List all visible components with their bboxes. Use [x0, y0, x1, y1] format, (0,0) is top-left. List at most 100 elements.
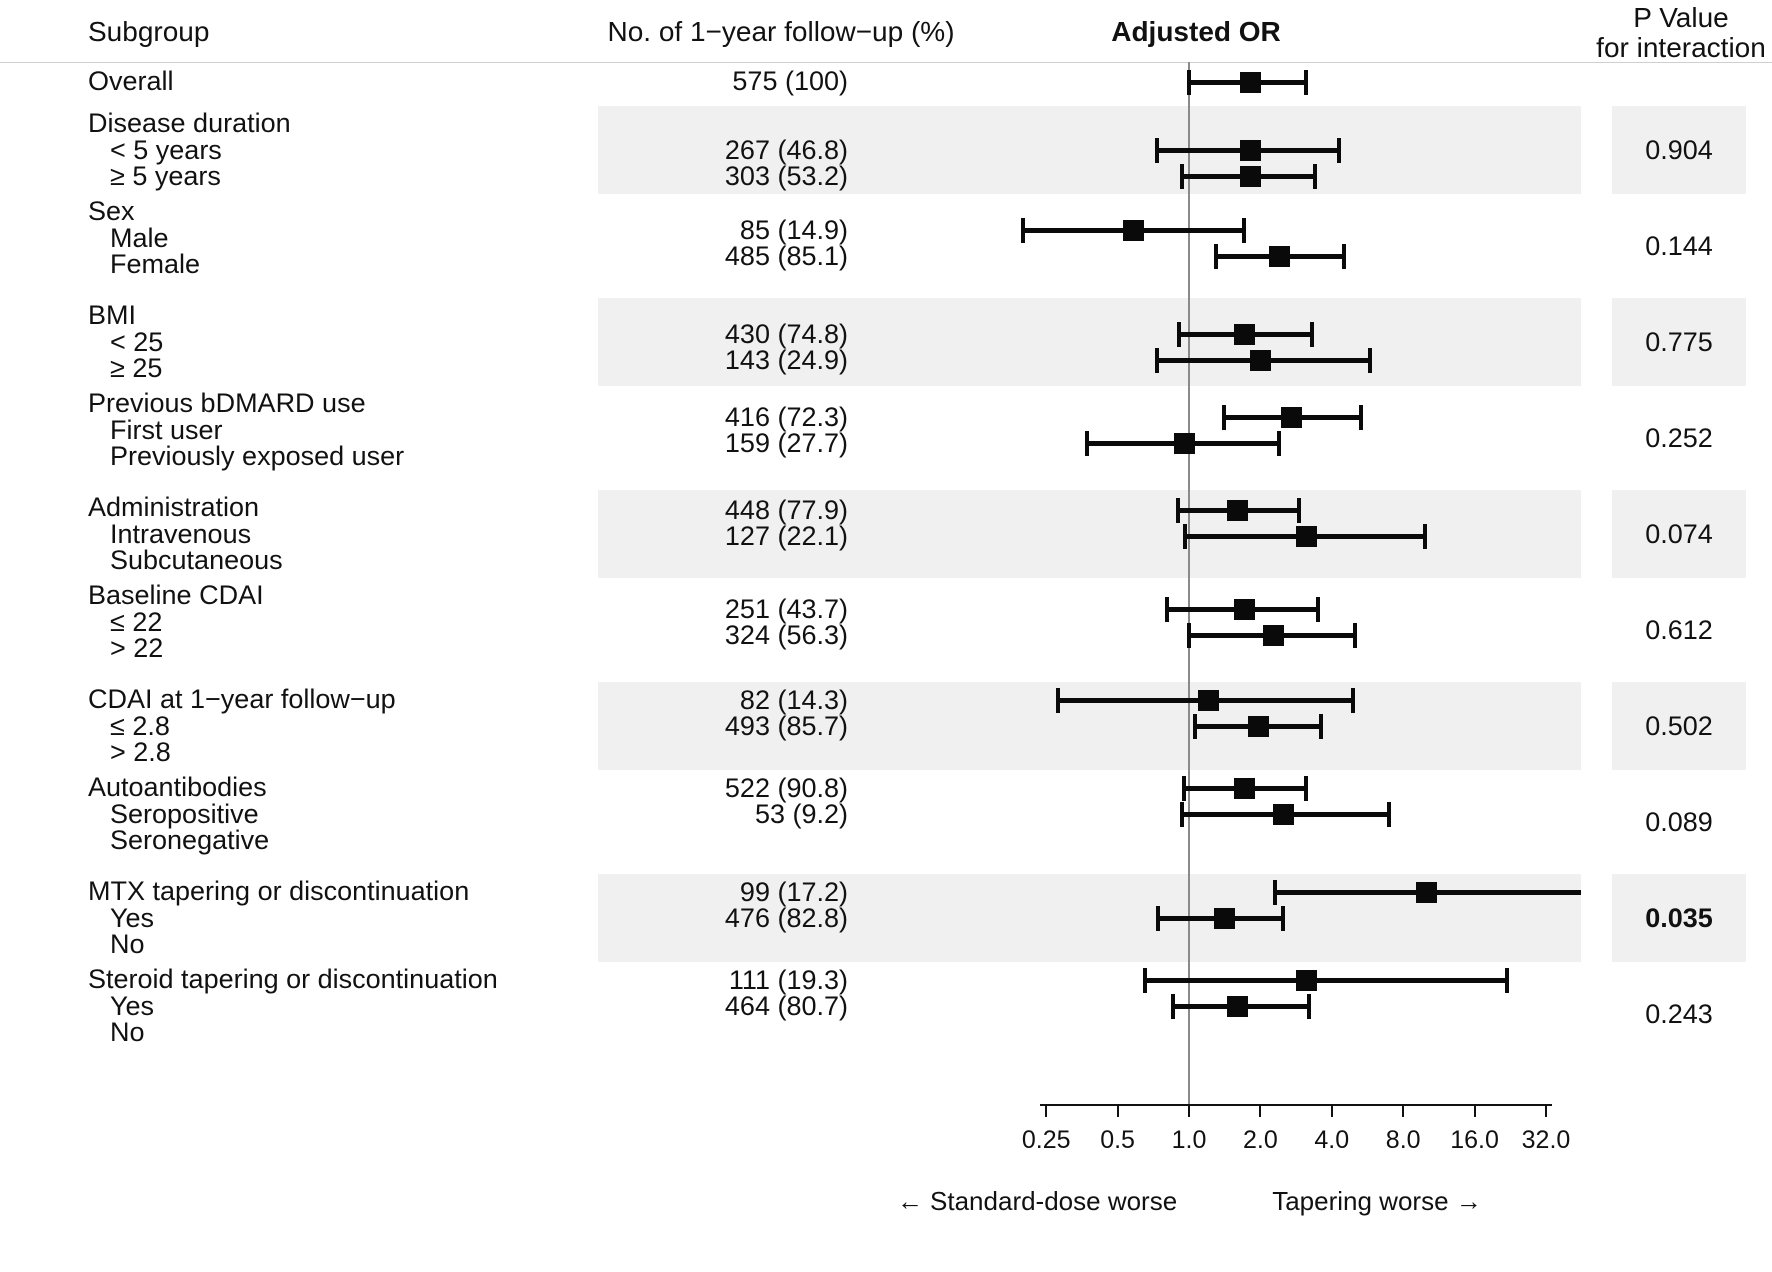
ci-cap-left — [1179, 802, 1184, 827]
subgroup-header-label: MTX tapering or discontinuation — [88, 876, 470, 906]
ci-cap-left — [1021, 218, 1026, 243]
or-point-marker — [1227, 996, 1249, 1017]
x-axis-tick — [1473, 1104, 1476, 1117]
or-point-marker — [1197, 690, 1219, 711]
subgroup-header-label: Baseline CDAI — [88, 580, 264, 610]
subgroup-header-label: Steroid tapering or discontinuation — [88, 964, 498, 994]
n-followup-value: 159 (27.7) — [724, 428, 848, 458]
n-followup-value: 324 (56.3) — [724, 620, 848, 650]
or-point-marker — [1122, 220, 1144, 241]
ci-cap-right — [1241, 218, 1246, 243]
ci-cap-right — [1352, 623, 1357, 648]
n-followup-value: 476 (82.8) — [724, 903, 848, 933]
ci-cap-right — [1309, 322, 1314, 347]
x-axis-tick-label: 0.5 — [1100, 1126, 1135, 1154]
or-point-marker — [1239, 72, 1261, 93]
x-axis-tick-label: 32.0 — [1521, 1126, 1571, 1154]
or-point-marker — [1239, 166, 1261, 187]
subgroup-header-label: BMI — [88, 300, 137, 330]
or-point-marker — [1233, 324, 1255, 345]
column-header-subgroup: Subgroup — [88, 16, 210, 47]
n-followup-value: 485 (85.1) — [724, 241, 848, 271]
ci-cap-right — [1281, 906, 1286, 931]
x-axis-tick — [1259, 1104, 1262, 1117]
group-band-pvalue — [1612, 682, 1746, 770]
x-axis-tick — [1545, 1104, 1547, 1117]
group-band — [598, 682, 1581, 770]
ci-cap-right — [1306, 994, 1311, 1019]
x-axis-tick-label: 0.25 — [1021, 1126, 1071, 1154]
or-point-marker — [1262, 625, 1284, 646]
axis-direction-label-left: ← Standard-dose worse — [896, 1186, 1178, 1216]
subgroup-item-label: No — [110, 929, 145, 959]
or-point-marker — [1273, 804, 1295, 825]
ci-cap-left — [1221, 405, 1226, 430]
x-axis-tick-label: 4.0 — [1314, 1126, 1350, 1154]
group-band — [598, 106, 1581, 194]
x-axis-tick-label: 8.0 — [1385, 1126, 1421, 1154]
ci-cap-left — [1084, 431, 1089, 456]
group-band-pvalue — [1612, 106, 1746, 194]
n-followup-value: 430 (74.8) — [724, 319, 848, 349]
subgroup-item-label: < 5 years — [110, 135, 222, 165]
n-followup-value: 493 (85.7) — [724, 711, 848, 741]
ci-cap-left — [1154, 348, 1159, 373]
ci-cap-right — [1505, 968, 1510, 993]
subgroup-item-label: Subcutaneous — [110, 545, 283, 575]
ci-cap-left — [1181, 776, 1186, 801]
column-header-n-followup: No. of 1−year follow−up (%) — [607, 16, 955, 47]
or-point-marker — [1213, 908, 1235, 929]
subgroup-item-label: ≤ 22 — [110, 607, 163, 637]
column-header-pvalue-line1: P Value — [1633, 2, 1729, 33]
subgroup-header-label: Overall — [88, 66, 174, 96]
ci-cap-right — [1277, 431, 1282, 456]
ci-cap-left — [1142, 968, 1147, 993]
n-followup-value: 575 (100) — [732, 66, 848, 96]
column-header-pvalue-line2: for interaction — [1596, 32, 1766, 63]
n-followup-value: 267 (46.8) — [724, 135, 848, 165]
subgroup-item-label: Yes — [110, 903, 155, 933]
or-point-marker — [1281, 407, 1303, 428]
group-band-pvalue — [1612, 490, 1746, 578]
subgroup-header-label: Administration — [88, 492, 260, 522]
ci-line — [1144, 978, 1508, 983]
x-axis-line — [1040, 1104, 1552, 1106]
subgroup-item-label: < 25 — [110, 327, 164, 357]
or-point-marker — [1239, 140, 1261, 161]
n-followup-value: 416 (72.3) — [724, 402, 848, 432]
subgroup-item-label: Intravenous — [110, 519, 252, 549]
ci-cap-left — [1171, 994, 1176, 1019]
n-followup-value: 143 (24.9) — [724, 345, 848, 375]
group-band — [598, 298, 1581, 386]
n-followup-value: 251 (43.7) — [724, 594, 848, 624]
subgroup-header-label: Autoantibodies — [88, 772, 267, 802]
or-point-marker — [1247, 716, 1269, 737]
n-followup-value: 85 (14.9) — [739, 215, 848, 245]
subgroup-item-label: Previously exposed user — [110, 441, 405, 471]
ci-cap-right — [1296, 498, 1301, 523]
ci-cap-left — [1176, 498, 1181, 523]
ci-cap-right — [1423, 524, 1428, 549]
ci-cap-left — [1177, 322, 1182, 347]
subgroup-header-label: Sex — [88, 196, 135, 226]
axis-direction-label-right: Tapering worse → — [1272, 1186, 1482, 1216]
subgroup-item-label: Yes — [110, 991, 155, 1021]
or-point-marker — [1233, 778, 1255, 799]
or-point-marker — [1233, 599, 1255, 620]
p-interaction-value: 0.089 — [1645, 807, 1713, 837]
ci-cap-left — [1182, 524, 1187, 549]
subgroup-header-label: Disease duration — [88, 108, 291, 138]
reference-line-or-1 — [1188, 62, 1190, 1106]
p-interaction-value: 0.243 — [1645, 999, 1713, 1029]
or-point-marker — [1295, 526, 1317, 547]
column-header-adjusted-or: Adjusted OR — [1111, 16, 1281, 47]
ci-cap-left — [1155, 906, 1160, 931]
n-followup-value: 448 (77.9) — [724, 495, 848, 525]
x-axis-tick-label: 2.0 — [1243, 1126, 1278, 1154]
ci-cap-left — [1165, 597, 1170, 622]
subgroup-item-label: Seronegative — [110, 825, 270, 855]
ci-cap-left — [1187, 623, 1191, 648]
group-band-pvalue — [1612, 874, 1746, 962]
ci-cap-right — [1341, 244, 1346, 269]
